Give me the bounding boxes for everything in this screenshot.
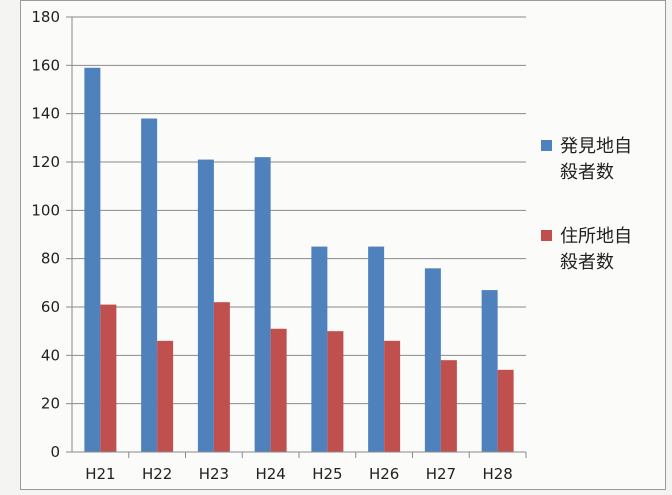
y-tick-label: 160 — [31, 56, 60, 74]
bar-residence-H21 — [100, 304, 117, 452]
axes — [66, 16, 527, 458]
x-tick-label: H26 — [369, 465, 399, 483]
bar-discovery-H28 — [481, 290, 498, 452]
bars — [84, 67, 514, 453]
y-tick-label: 100 — [31, 201, 60, 219]
bar-residence-H28 — [497, 369, 514, 452]
bar-discovery-H24 — [254, 157, 271, 452]
x-tick-labels: H21 H22 H23 H24 H25 H26 H27 H28 — [85, 465, 513, 483]
bar-residence-H24 — [270, 328, 287, 452]
y-tick-label: 40 — [41, 346, 60, 364]
x-tick-label: H23 — [199, 465, 229, 483]
x-tick-label: H27 — [426, 465, 456, 483]
legend-swatch-1 — [541, 230, 552, 241]
legend-label: 殺者数 — [560, 162, 614, 183]
x-tick-label: H25 — [312, 465, 342, 483]
bar-discovery-H23 — [197, 159, 214, 453]
bar-discovery-H25 — [311, 246, 328, 452]
x-tick-label: H28 — [482, 465, 512, 483]
y-tick-label: 80 — [41, 250, 60, 268]
bar-discovery-H22 — [141, 118, 158, 452]
legend-label: 住所地自 — [560, 226, 632, 247]
bar-residence-H27 — [440, 360, 457, 452]
bar-discovery-H21 — [84, 67, 101, 452]
y-tick-label: 60 — [41, 298, 60, 316]
y-tick-label: 0 — [50, 443, 60, 461]
legend-swatch-0 — [541, 140, 552, 151]
bar-residence-H25 — [327, 331, 344, 452]
legend-label: 殺者数 — [560, 252, 614, 273]
y-tick-label: 20 — [41, 395, 60, 413]
bar-discovery-H27 — [424, 268, 441, 452]
x-tick-label: H21 — [85, 465, 115, 483]
y-tick-label: 180 — [31, 8, 60, 26]
gridlines — [72, 16, 526, 405]
bar-residence-H26 — [384, 340, 401, 452]
x-tick-label: H22 — [142, 465, 172, 483]
y-tick-labels: 0 20 40 60 80 100 120 140 160 180 — [31, 8, 60, 461]
bar-residence-H22 — [157, 340, 174, 452]
legend-label: 発見地自 — [560, 136, 632, 157]
x-tick-label: H24 — [255, 465, 285, 483]
y-tick-label: 120 — [31, 153, 60, 171]
y-tick-label: 140 — [31, 105, 60, 123]
bar-residence-H23 — [213, 302, 230, 452]
bar-discovery-H26 — [368, 246, 385, 452]
